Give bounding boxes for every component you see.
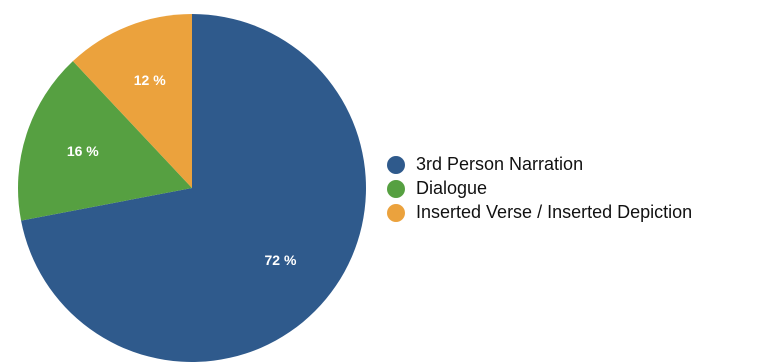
legend-swatch-dialogue (387, 180, 405, 198)
pie-slices (18, 14, 366, 362)
slice-label-3rd-person-narration: 72 % (265, 252, 297, 268)
legend-label-3rd-person-narration: 3rd Person Narration (416, 154, 583, 174)
legend-label-inserted-verse-inserted-depiction: Inserted Verse / Inserted Depiction (416, 202, 692, 222)
pie-slice-labels: 72 % 16 % 12 % (67, 72, 297, 268)
pie-slice-3rd-person-narration (21, 14, 366, 362)
pie-slice-inserted-verse-inserted-depiction (72, 14, 192, 188)
pie-slice-dialogue (18, 61, 193, 221)
slice-label-inserted-verse-inserted-depiction: 12 % (134, 72, 166, 88)
slice-label-dialogue: 16 % (67, 143, 99, 159)
legend: 3rd Person Narration Dialogue Inserted Ver… (387, 154, 692, 222)
legend-swatch-3rd-person-narration (387, 156, 405, 174)
legend-swatch-inserted-verse-inserted-depiction (387, 204, 405, 222)
legend-label-dialogue: Dialogue (416, 178, 487, 198)
